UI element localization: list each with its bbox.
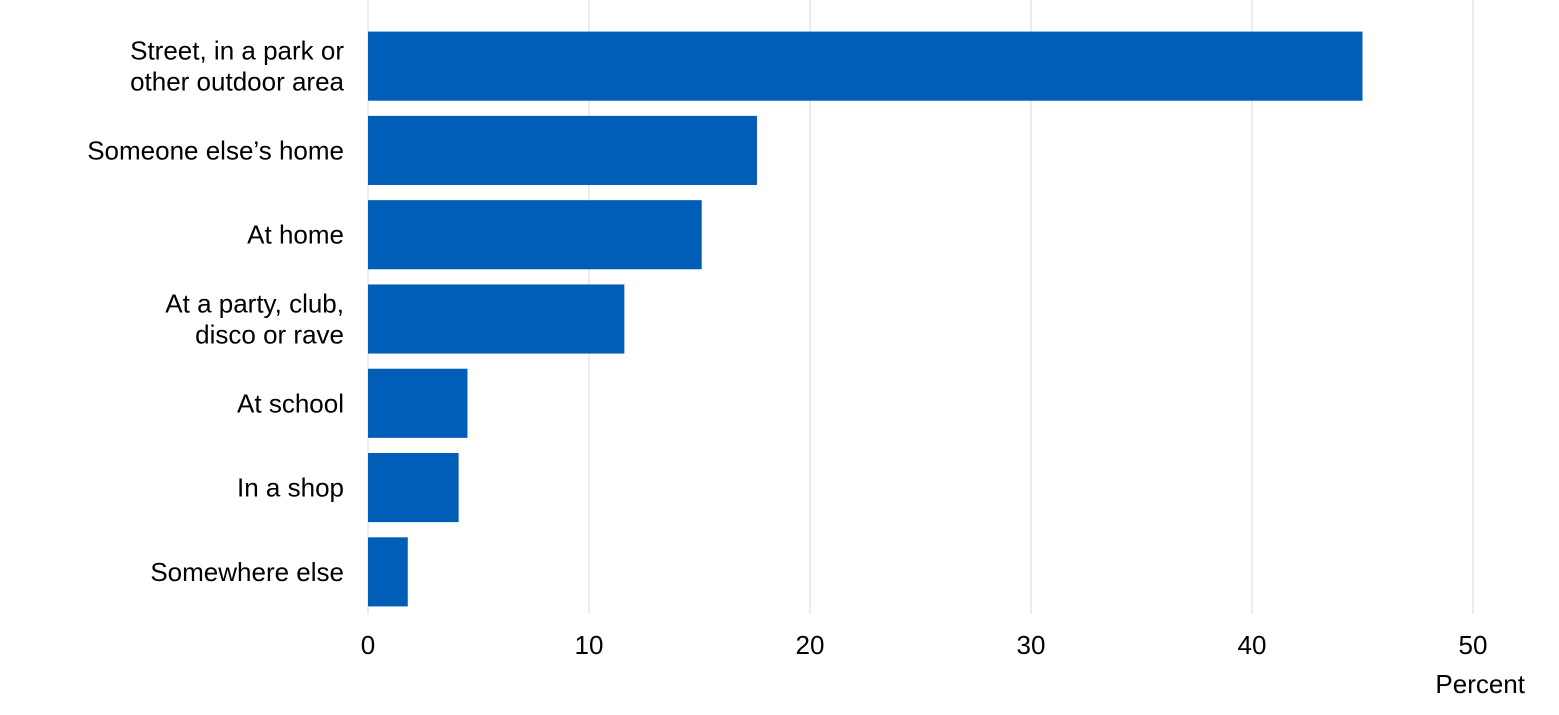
- category-label: Someone else’s home: [87, 135, 344, 165]
- category-label-line: In a shop: [237, 473, 344, 503]
- x-tick-label: 30: [1017, 630, 1046, 660]
- category-label: Somewhere else: [150, 557, 344, 587]
- category-label-line: At school: [237, 388, 344, 418]
- x-tick-label: 50: [1459, 630, 1488, 660]
- x-tick-label: 0: [361, 630, 375, 660]
- bar: [368, 453, 459, 523]
- x-tick-label: 20: [796, 630, 825, 660]
- bar: [368, 284, 625, 354]
- category-label-line: Street, in a park or: [130, 36, 344, 66]
- category-label-line: other outdoor area: [130, 67, 344, 97]
- category-label: At school: [237, 388, 344, 418]
- category-label-line: Someone else’s home: [87, 135, 344, 165]
- category-label-line: disco or rave: [195, 320, 344, 350]
- category-label-line: At a party, club,: [165, 289, 344, 319]
- x-tick-label: 40: [1238, 630, 1267, 660]
- bar: [368, 31, 1363, 101]
- category-label: In a shop: [237, 473, 344, 503]
- category-label-line: At home: [247, 220, 344, 250]
- x-tick-labels: 0 10 20 30 40 50: [361, 630, 1488, 660]
- bar: [368, 537, 408, 607]
- bar: [368, 200, 702, 270]
- category-label: At a party, club, disco or rave: [165, 289, 344, 350]
- bar: [368, 368, 468, 438]
- category-label: Street, in a park or other outdoor area: [130, 36, 344, 97]
- x-axis-title: Percent: [1435, 669, 1525, 699]
- x-tick-label: 10: [575, 630, 604, 660]
- category-label: At home: [247, 220, 344, 250]
- bars: [368, 31, 1363, 607]
- bar: [368, 115, 757, 185]
- category-labels: Street, in a park or other outdoor area So…: [87, 36, 344, 587]
- category-label-line: Somewhere else: [150, 557, 344, 587]
